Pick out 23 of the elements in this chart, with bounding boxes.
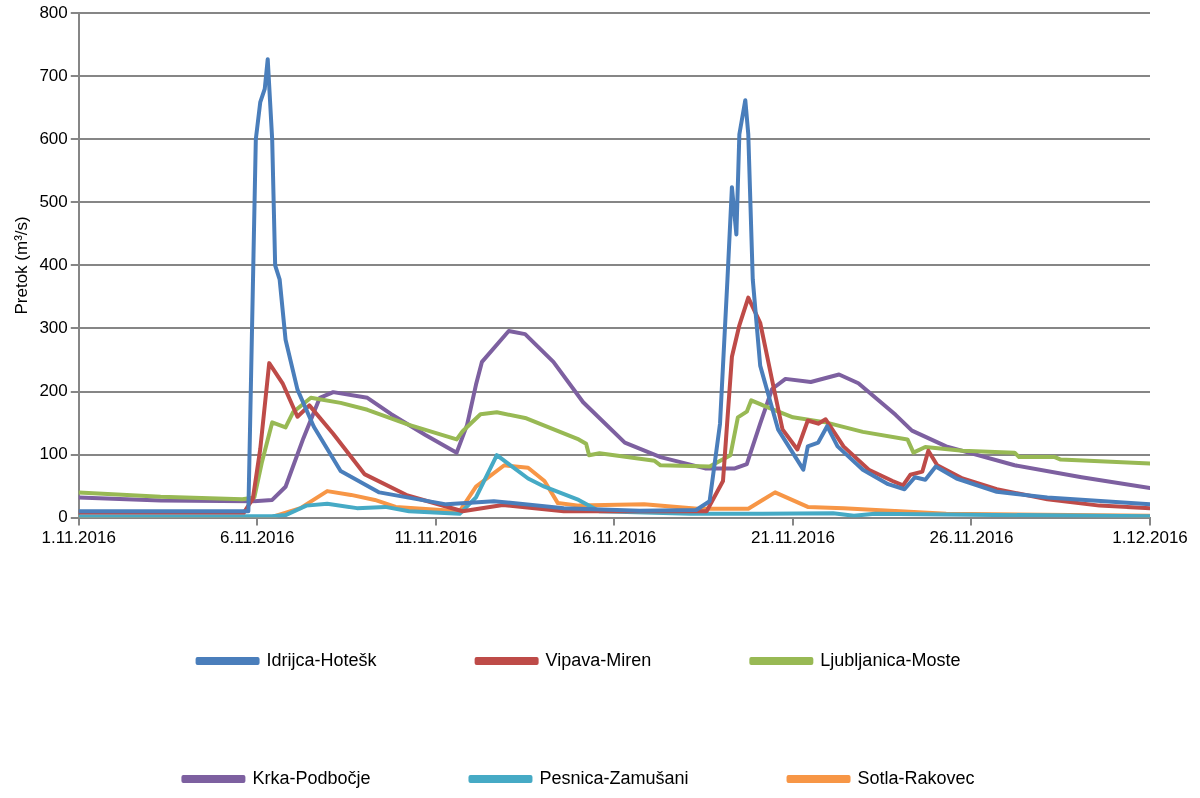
legend-label: Pesnica-Zamušani (539, 767, 689, 788)
y-tick-label: 800 (39, 2, 68, 22)
x-tick-label: 6.11.2016 (220, 528, 295, 548)
legend-label: Sotla-Rakovec (857, 767, 975, 788)
y-tick-label: 500 (39, 192, 68, 212)
x-tick-label: 1.12.2016 (1112, 528, 1188, 548)
y-tick-label: 400 (39, 255, 68, 275)
legend-label: Krka-Podbočje (252, 767, 371, 788)
y-tick-label: 0 (58, 507, 68, 527)
y-tick-label: 300 (39, 318, 68, 338)
x-tick-label: 26.11.2016 (929, 528, 1014, 548)
legend-label: Idrijca-Hotešk (266, 649, 378, 670)
y-tick-label: 600 (39, 128, 68, 148)
x-tick-label: 11.11.2016 (394, 528, 478, 548)
legend-label: Ljubljanica-Moste (820, 649, 961, 670)
x-tick-label: 16.11.2016 (572, 528, 657, 548)
y-tick-label: 100 (39, 444, 68, 464)
y-tick-label: 700 (39, 65, 68, 85)
x-tick-label: 21.11.2016 (751, 528, 835, 548)
y-axis-title: Pretok (m³/s) (11, 216, 31, 315)
legend-label: Vipava-Miren (545, 649, 652, 670)
x-tick-label: 1.11.2016 (41, 528, 116, 548)
y-tick-label: 200 (39, 381, 68, 401)
